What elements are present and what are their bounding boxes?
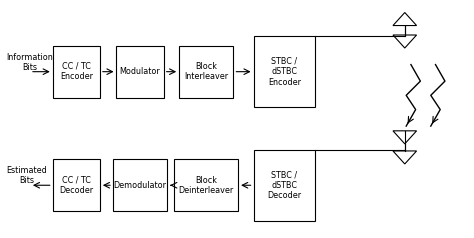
FancyBboxPatch shape bbox=[174, 159, 238, 211]
Text: CC / TC
Decoder: CC / TC Decoder bbox=[59, 176, 93, 195]
FancyBboxPatch shape bbox=[53, 46, 100, 98]
Text: Modulator: Modulator bbox=[120, 67, 161, 76]
FancyBboxPatch shape bbox=[254, 150, 315, 221]
FancyBboxPatch shape bbox=[117, 46, 164, 98]
Text: CC / TC
Encoder: CC / TC Encoder bbox=[60, 62, 93, 81]
Text: Information
Bits: Information Bits bbox=[6, 53, 53, 72]
Text: Block
Interleaver: Block Interleaver bbox=[184, 62, 228, 81]
Text: Block
Deinterleaver: Block Deinterleaver bbox=[179, 176, 234, 195]
Text: STBC /
dSTBC
Encoder: STBC / dSTBC Encoder bbox=[268, 57, 301, 87]
Text: Demodulator: Demodulator bbox=[114, 181, 167, 190]
FancyBboxPatch shape bbox=[53, 159, 100, 211]
Text: Estimated
Bits: Estimated Bits bbox=[6, 166, 47, 185]
FancyBboxPatch shape bbox=[113, 159, 167, 211]
FancyBboxPatch shape bbox=[179, 46, 234, 98]
FancyBboxPatch shape bbox=[254, 36, 315, 107]
Text: STBC /
dSTBC
Decoder: STBC / dSTBC Decoder bbox=[267, 170, 301, 200]
